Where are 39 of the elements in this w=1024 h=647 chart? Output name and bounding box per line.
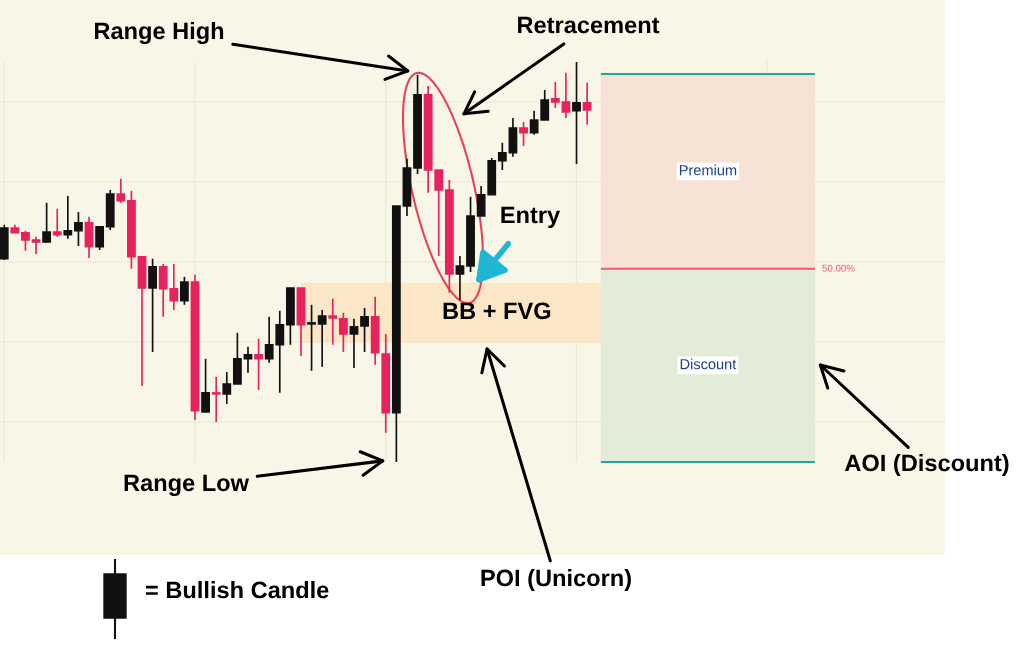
band-label: BB + FVG [443,302,551,320]
candlestick [201,357,211,413]
candlestick [42,201,52,244]
candlestick [31,235,41,255]
band-label: Discount [680,358,737,370]
annotation: Entry [501,206,561,228]
candlestick [74,211,83,247]
candlestick [561,71,571,119]
candlestick [455,255,465,301]
candlestick [52,207,62,238]
candlestick [519,121,528,147]
text: = Bullish Candle [145,580,329,599]
text: POI (Unicorn) [481,568,631,592]
text: Range High [95,21,224,45]
candlestick [328,297,338,346]
candlestick [179,275,189,306]
candlestick [116,177,126,204]
candlestick [307,303,316,372]
candlestick [550,81,560,109]
candlestick [497,141,507,171]
text: Range Low [124,474,250,497]
candlestick [222,371,232,405]
annotation: 50.00% [822,264,855,272]
text: Retracement [518,16,660,34]
annotation: AOI (Discount) [844,453,1009,477]
candlestick [211,375,221,423]
candlestick [360,307,369,353]
candlestick [338,311,348,353]
candlestick [254,337,263,391]
candlestick [148,257,158,353]
candlestick [95,225,105,251]
candlestick [582,81,592,126]
candlestick [21,229,30,252]
candlestick [84,215,94,259]
candlestick [572,61,581,165]
candlestick [63,195,73,240]
candlestick [317,309,327,368]
band-label: Premium [679,164,737,176]
candlestick [349,317,359,369]
